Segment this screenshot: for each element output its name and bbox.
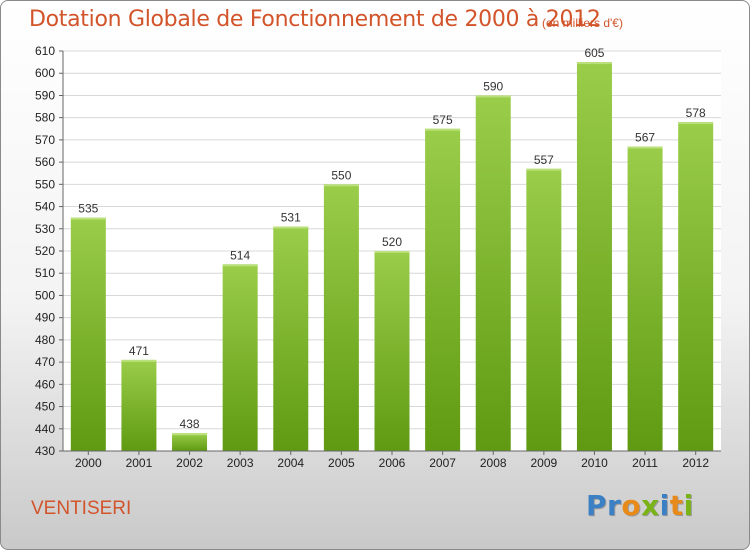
logo-letter: t xyxy=(669,489,684,522)
logo-letter: x xyxy=(641,489,660,522)
y-tick-label: 590 xyxy=(35,88,55,102)
bar xyxy=(374,251,410,451)
chart-title: Dotation Globale de Fonctionnement de 20… xyxy=(29,7,601,32)
x-tick-label: 2000 xyxy=(75,456,102,470)
y-tick-label: 570 xyxy=(35,133,55,147)
y-tick-label: 520 xyxy=(35,244,55,258)
bar-highlight xyxy=(70,217,106,220)
x-tick-label: 2005 xyxy=(328,456,355,470)
bar xyxy=(70,217,106,451)
bar-value-label: 535 xyxy=(78,202,98,216)
bar xyxy=(425,128,461,451)
commune-name: VENTISERI xyxy=(31,498,132,519)
bar-value-label: 471 xyxy=(129,344,149,358)
bar xyxy=(323,184,359,452)
bar xyxy=(526,168,562,451)
bar-highlight xyxy=(172,433,208,436)
bar-highlight xyxy=(475,95,511,98)
logo-letter: r xyxy=(607,489,622,522)
y-tick-label: 510 xyxy=(35,266,55,280)
y-tick-label: 600 xyxy=(35,66,55,80)
bar-value-label: 567 xyxy=(635,131,655,145)
unit-note: (en milliers d'€) xyxy=(542,16,623,30)
bar xyxy=(121,359,157,451)
x-tick-label: 2003 xyxy=(227,456,254,470)
bar xyxy=(273,226,309,451)
x-tick-label: 2012 xyxy=(682,456,709,470)
bar xyxy=(576,62,612,451)
bar-value-label: 575 xyxy=(433,113,453,127)
logo-letter: i xyxy=(659,489,670,522)
proxiti-logo: Proxiti xyxy=(586,489,694,522)
x-tick-label: 2009 xyxy=(530,456,557,470)
x-tick-label: 2001 xyxy=(126,456,153,470)
logo-letter: o xyxy=(621,489,642,522)
x-tick-label: 2008 xyxy=(480,456,507,470)
y-tick-label: 560 xyxy=(35,155,55,169)
bar-value-label: 590 xyxy=(483,79,503,93)
bar xyxy=(678,122,714,451)
bar-highlight xyxy=(374,251,410,253)
bar xyxy=(222,264,258,451)
x-tick-label: 2007 xyxy=(429,456,456,470)
y-tick-label: 450 xyxy=(35,400,55,414)
bar-highlight xyxy=(576,62,612,65)
y-tick-label: 530 xyxy=(35,222,55,236)
bar-highlight xyxy=(678,122,714,125)
bar-highlight xyxy=(222,264,258,267)
y-tick-label: 580 xyxy=(35,111,55,125)
y-tick-label: 490 xyxy=(35,311,55,325)
bar-highlight xyxy=(526,168,562,171)
y-tick-label: 540 xyxy=(35,200,55,214)
bar-value-label: 578 xyxy=(686,106,706,120)
bar-highlight xyxy=(425,128,461,131)
y-tick-label: 440 xyxy=(35,422,55,436)
bar-highlight xyxy=(627,146,663,149)
bar-value-label: 550 xyxy=(331,168,351,182)
bar-value-label: 557 xyxy=(534,153,554,167)
bar xyxy=(475,95,511,451)
y-tick-label: 610 xyxy=(35,44,55,58)
logo-letter: P xyxy=(586,489,608,522)
logo-letter: i xyxy=(683,489,694,522)
bar xyxy=(172,433,208,451)
x-tick-label: 2002 xyxy=(176,456,203,470)
x-tick-label: 2010 xyxy=(581,456,608,470)
y-tick-label: 430 xyxy=(35,444,55,458)
bar-value-label: 438 xyxy=(180,417,200,431)
bar-value-label: 531 xyxy=(281,211,301,225)
y-tick-label: 460 xyxy=(35,377,55,391)
y-tick-label: 480 xyxy=(35,333,55,347)
y-tick-label: 500 xyxy=(35,288,55,302)
x-tick-label: 2004 xyxy=(277,456,304,470)
bar-value-label: 514 xyxy=(230,248,250,262)
x-tick-label: 2006 xyxy=(379,456,406,470)
y-tick-label: 550 xyxy=(35,177,55,191)
x-tick-label: 2011 xyxy=(632,456,658,470)
bar-highlight xyxy=(323,184,359,187)
y-tick-label: 470 xyxy=(35,355,55,369)
bar xyxy=(627,146,663,452)
bar-value-label: 605 xyxy=(584,46,604,60)
bar-highlight xyxy=(121,359,157,362)
bar-highlight xyxy=(273,226,309,229)
bar-value-label: 520 xyxy=(382,235,402,249)
